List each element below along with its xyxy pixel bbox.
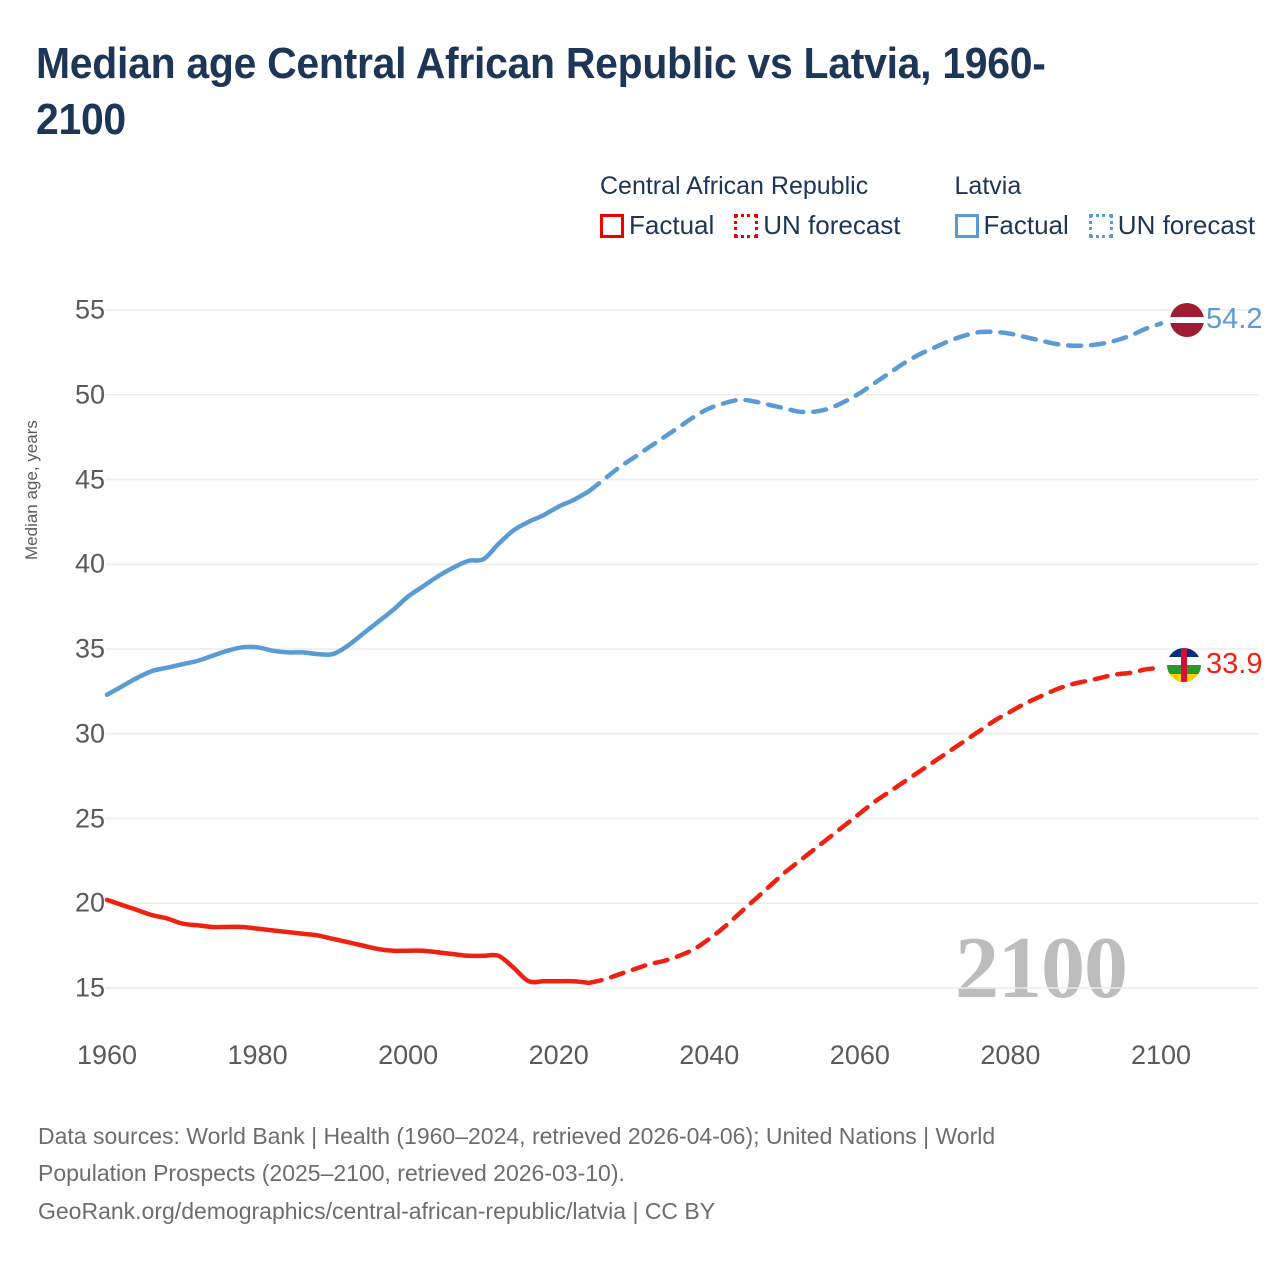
series-line-central-african-republic-factual — [104, 897, 592, 986]
legend-label-car-forecast: UN forecast — [763, 210, 901, 240]
x-tick-label: 1960 — [76, 1040, 138, 1070]
legend-item-car-forecast[interactable]: UN forecast — [734, 210, 901, 241]
x-tick-label: 2100 — [1130, 1040, 1192, 1070]
legend-swatch-dotted-icon — [734, 213, 759, 238]
legend-item-car-factual[interactable]: Factual — [600, 210, 714, 241]
legend-item-latvia-forecast[interactable]: UN forecast — [1088, 210, 1256, 241]
car-end-value: 33.9 — [1206, 648, 1263, 680]
legend-group-title-latvia: Latvia — [954, 172, 1022, 200]
y-tick-label: 50 — [74, 379, 105, 410]
legend-label-car-factual: Factual — [629, 210, 715, 240]
y-tick-label: 55 — [74, 294, 105, 325]
legend-swatch-dotted-icon — [1088, 213, 1113, 238]
y-tick-label: 20 — [74, 887, 105, 918]
legend-label-latvia-factual: Factual — [983, 210, 1069, 240]
footer-line-1: Data sources: World Bank | Health (1960–… — [38, 1123, 996, 1149]
y-tick-label: 40 — [74, 548, 105, 579]
x-tick-label: 2000 — [378, 1040, 439, 1070]
chart-legend: Central African Republic Factual UN fore… — [600, 172, 1255, 241]
legend-label-latvia-forecast: UN forecast — [1117, 210, 1256, 240]
latvia-end-value: 54.2 — [1206, 303, 1263, 335]
legend-item-latvia-factual[interactable]: Factual — [954, 210, 1069, 241]
y-tick-label: 25 — [74, 803, 105, 833]
central-african-republic-flag-icon — [1167, 648, 1201, 682]
legend-group-car: Central African Republic Factual UN fore… — [600, 172, 901, 241]
x-tick-label: 2060 — [829, 1040, 890, 1070]
footer-line-2: Population Prospects (2025–2100, retriev… — [38, 1160, 625, 1187]
legend-group-latvia: Latvia Factual UN forecast — [954, 172, 1256, 241]
y-tick-label: 30 — [74, 718, 105, 749]
y-tick-label: 15 — [74, 972, 105, 1003]
series-line-latvia-forecast — [586, 321, 1164, 494]
legend-swatch-solid-icon — [600, 213, 624, 238]
series-line-latvia-factual — [104, 489, 592, 698]
footer-sources: Data sources: World Bank | Health (1960–… — [38, 1118, 1218, 1230]
legend-group-title-car: Central African Republic — [600, 172, 869, 200]
chart-title: Median age Central African Republic vs L… — [36, 39, 1046, 145]
year-watermark: 2100 — [955, 920, 1128, 1017]
x-tick-label: 2020 — [528, 1040, 589, 1070]
x-tick-label: 2040 — [679, 1040, 740, 1070]
footer-line-3: GeoRank.org/demographics/central-african… — [38, 1197, 716, 1224]
x-tick-label: 2080 — [980, 1040, 1041, 1070]
legend-swatch-solid-icon — [954, 213, 979, 238]
y-axis-ticks: 15 20 25 30 35 40 45 50 55 — [35, 0, 105, 1280]
y-tick-label: 35 — [74, 633, 105, 664]
x-tick-label: 1980 — [227, 1040, 288, 1070]
y-tick-label: 45 — [74, 464, 105, 494]
latvia-flag-icon — [1170, 303, 1204, 337]
